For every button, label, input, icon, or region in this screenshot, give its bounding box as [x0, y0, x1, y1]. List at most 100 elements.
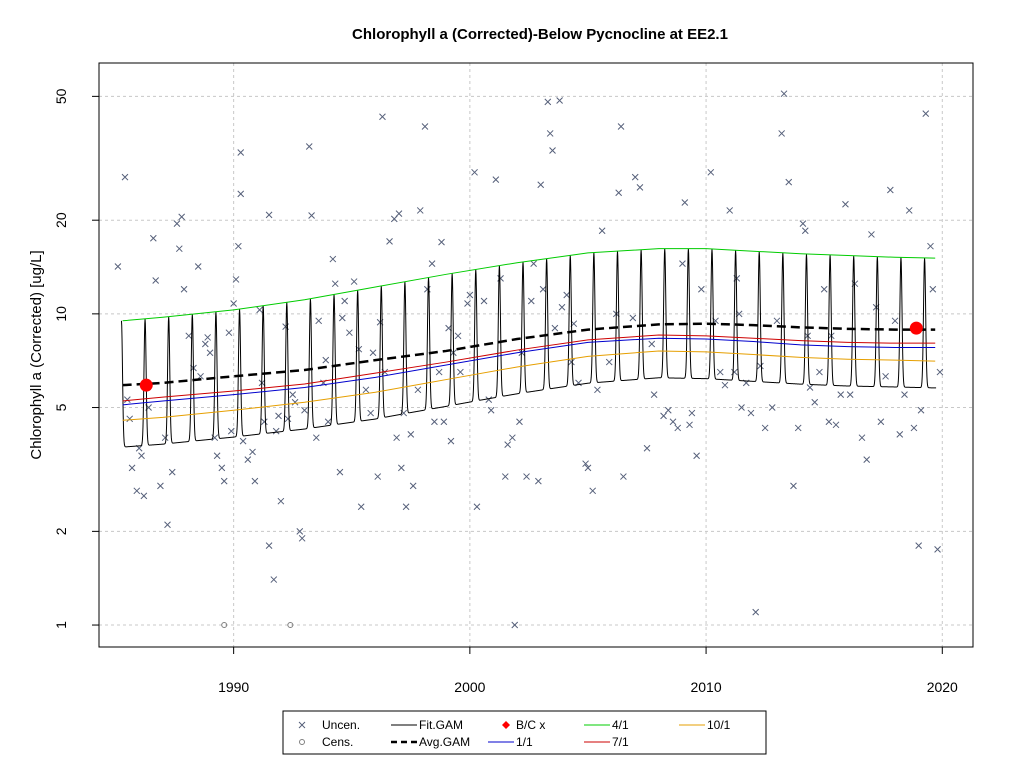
legend-label: 4/1 [612, 718, 629, 732]
legend-label: 1/1 [516, 735, 533, 749]
uncensored-point [681, 199, 689, 206]
uncensored-point [480, 297, 488, 305]
uncensored-point [204, 334, 212, 341]
uncensored-point [409, 482, 417, 490]
uncensored-point [648, 340, 656, 348]
legend-box [282, 710, 767, 755]
uncensored-point [761, 424, 769, 432]
uncensored-point [915, 542, 923, 549]
uncensored-point [175, 245, 183, 253]
uncensored-point [738, 404, 745, 411]
uncensored-point [251, 477, 259, 485]
uncensored-point [197, 372, 204, 380]
uncensored-point [549, 147, 556, 154]
uncensored-point [338, 314, 346, 322]
uncensored-point [341, 297, 349, 305]
plot-frame [98, 62, 974, 648]
uncensored-point [277, 497, 285, 505]
uncensored-point [346, 329, 353, 337]
uncensored-point [265, 211, 273, 219]
uncensored-point [379, 113, 386, 121]
uncensored-point [237, 149, 245, 156]
uncensored-point [927, 242, 934, 250]
censored-point [287, 622, 294, 629]
jul-line [122, 334, 936, 402]
uncensored-point [688, 409, 696, 417]
uncensored-point [138, 452, 145, 460]
x-tick-label: 2010 [690, 679, 721, 695]
uncensored-point [891, 317, 899, 325]
uncensored-point [265, 542, 273, 549]
legend-symbol-circle [299, 739, 305, 745]
legend-label: Cens. [322, 735, 353, 749]
bc-point [139, 378, 153, 392]
uncensored-point [922, 110, 930, 117]
uncensored-point [825, 418, 833, 426]
uncensored-point [516, 418, 523, 426]
legend-label: Avg.GAM [419, 735, 470, 749]
fit-gam-line [120, 248, 937, 448]
uncensored-point [244, 456, 252, 464]
uncensored-point [664, 406, 672, 414]
uncensored-point [556, 97, 563, 104]
legend-label: B/C x [516, 718, 545, 732]
uncensored-point [693, 452, 700, 460]
uncensored-point [598, 227, 606, 235]
uncensored-point [778, 130, 786, 137]
uncensored-point [367, 409, 375, 417]
uncensored-point [296, 528, 304, 535]
uncensored-point [768, 404, 776, 411]
uncensored-point [428, 260, 436, 268]
uncensored-point [225, 329, 233, 337]
x-tick-label: 2000 [454, 679, 485, 695]
legend: Uncen. Cens. Fit.GAM Avg.GAM B/C x 1/1 4/1 7/1 1… [282, 710, 767, 755]
uncensored-point [527, 297, 535, 305]
uncensored-point [584, 464, 592, 472]
uncensored-point [674, 424, 682, 432]
uncensored-point [157, 482, 164, 490]
uncensored-point [121, 173, 129, 181]
uncensored-point [721, 381, 729, 389]
uncensored-point [539, 285, 547, 293]
uncensored-point [794, 424, 802, 432]
uncensored-point [842, 200, 849, 208]
axes: 1990 2000 2010 2020 1 2 5 10 20 50 [53, 88, 958, 695]
uncensored-point [393, 434, 400, 442]
uncensored-point [471, 168, 478, 176]
chart-title: Chlorophyll a (Corrected)-Below Pycnocli… [352, 26, 728, 43]
uncensored-point [249, 448, 256, 456]
uncensored-point [485, 396, 493, 404]
legend-label: 7/1 [612, 735, 629, 749]
uncensored-point [757, 362, 764, 370]
uncensored-point [235, 242, 242, 250]
uncensored-point [133, 487, 141, 495]
uncensored-point [407, 431, 415, 438]
uncensored-point [180, 285, 188, 293]
uncensored-point [374, 473, 382, 480]
uncensored-point [466, 291, 474, 299]
uncensored-point [846, 391, 854, 399]
uncensored-point [298, 534, 306, 542]
y-tick-label: 50 [53, 88, 69, 104]
uncensored-point [331, 280, 339, 288]
uncensored-point [447, 437, 455, 445]
uncensored-point [697, 285, 705, 293]
uncensored-point [270, 576, 278, 583]
uncensored-point [230, 300, 237, 307]
legend-label: 10/1 [707, 718, 731, 732]
uncensored-point [260, 418, 268, 426]
uncensored-point [605, 358, 613, 366]
uncensored-point [473, 503, 481, 511]
uncensored-point [126, 415, 134, 423]
uncensored-point [801, 227, 809, 235]
uncensored-point [886, 186, 894, 194]
uncensored-point [726, 207, 734, 214]
uncensored-point [509, 434, 516, 442]
series-layer [114, 90, 944, 629]
uncensored-point [877, 418, 885, 426]
uncensored-point [650, 391, 658, 399]
uncensored-point [206, 349, 214, 357]
uncensored-point [716, 368, 724, 376]
uncensored-point [615, 189, 623, 197]
